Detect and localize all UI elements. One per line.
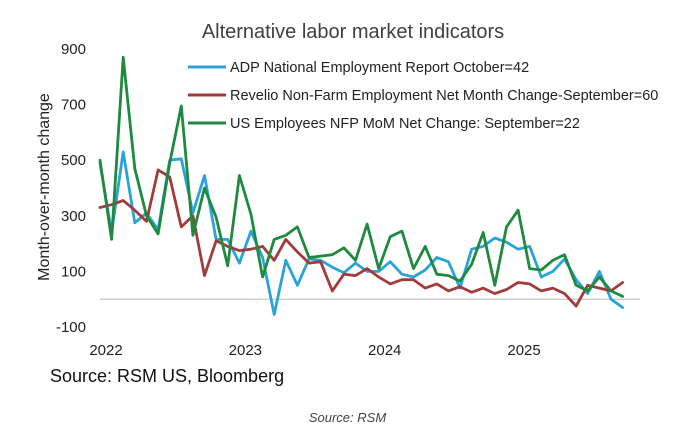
y-tick-label: 900 — [61, 41, 86, 58]
y-tick-label: 100 — [61, 263, 86, 280]
legend: ADP National Employment Report October=4… — [188, 60, 658, 132]
series-lines — [98, 55, 624, 316]
legend-label-1: ADP National Employment Report October=4… — [230, 60, 529, 76]
y-tick-label: 700 — [61, 97, 86, 114]
x-tick-label: 2025 — [507, 342, 540, 359]
series-line-3 — [98, 55, 624, 298]
line-chart: Alternative labor market indicators Mont… — [36, 21, 658, 359]
y-tick-label: 500 — [61, 152, 86, 169]
legend-label-2: Revelio Non-Farm Employment Net Month Ch… — [230, 88, 658, 104]
y-tick-label: -100 — [56, 319, 86, 336]
x-tick-label: 2024 — [368, 342, 401, 359]
source-note: Source: RSM US, Bloomberg — [50, 366, 285, 386]
y-axis-label: Month-over-month change — [36, 93, 53, 281]
x-tick-label: 2022 — [89, 342, 122, 359]
image-caption: Source: RSM — [308, 410, 387, 425]
chart-title: Alternative labor market indicators — [202, 21, 504, 43]
x-tick-label: 2023 — [229, 342, 262, 359]
legend-label-3: US Employees NFP MoM Net Change: Septemb… — [230, 116, 580, 132]
y-axis-ticks: -100 100 300 500 700 900 — [56, 41, 86, 336]
y-tick-label: 300 — [61, 208, 86, 225]
series-line-2 — [98, 168, 624, 308]
x-axis-ticks: 2022 2023 2024 2025 — [89, 342, 540, 359]
